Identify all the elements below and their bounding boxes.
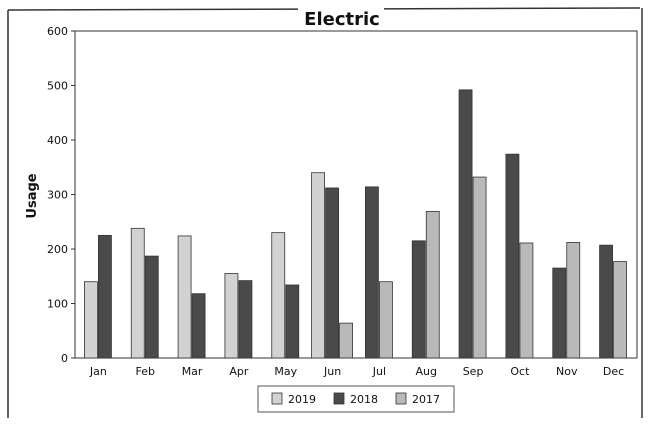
bar-2018-mar [191,293,206,359]
x-tick-label: Aug [416,365,437,378]
y-tick-label: 200 [47,243,68,256]
legend-swatch-2019 [271,392,283,405]
x-tick-label: Feb [136,365,155,378]
legend-label-2017: 2017 [412,393,440,406]
x-axis-ticks: Jan Feb Mar Apr May Jun Jul Aug Sep Oct Nov Dec [89,365,624,378]
x-tick-label: Jan [89,365,107,378]
y-tick-label: 500 [47,80,68,93]
y-axis-label: Usage [25,173,40,218]
y-axis-ticks: 0 100 200 300 400 500 600 [47,25,75,365]
x-tick-label: Oct [510,365,530,378]
bar-2018-dec [599,244,613,359]
bar-2017-oct [519,242,534,359]
bar-2019-apr [224,273,239,359]
bar-2017-nov [566,242,581,359]
bar-2019-may [271,232,286,359]
bar-2019-mar [177,235,192,359]
bar-2018-apr [238,280,253,359]
y-tick-label: 400 [47,134,68,147]
bar-2018-jan [98,234,112,359]
bar-2018-oct [505,153,520,359]
x-tick-label: Nov [556,365,578,378]
legend: 2019 2018 2017 [257,385,455,413]
x-tick-label: Apr [229,365,249,378]
x-tick-label: May [274,365,297,378]
x-tick-label: Dec [603,365,624,378]
bar-2017-jul [379,281,393,359]
bar-2018-may [285,284,300,359]
y-tick-label: 600 [47,25,68,38]
y-tick-label: 0 [61,352,68,365]
bar-2017-sep [472,176,487,359]
legend-label-2019: 2019 [288,393,316,406]
bar-2018-jun [325,187,339,359]
title-background [298,7,384,29]
bar-2017-aug [425,210,440,359]
bar-2018-feb [144,255,159,359]
bar-2018-jul [365,186,379,359]
x-tick-label: Jul [372,365,386,378]
bar-2018-nov [552,267,567,359]
x-tick-label: Jun [323,365,341,378]
bar-2017-dec [613,261,627,359]
x-tick-label: Mar [182,365,203,378]
bar-2019-feb [130,227,145,359]
bar-2017-jun [339,322,353,359]
x-tick-label: Sep [463,365,484,378]
y-tick-label: 100 [47,298,68,311]
bar-2019-jun [311,172,325,359]
legend-label-2018: 2018 [350,393,378,406]
bar-2018-sep [458,89,473,359]
chart-title: Electric [304,9,380,30]
legend-box [257,385,455,413]
bar-2019-jan [84,281,98,359]
bar-2018-aug [411,240,426,359]
bars [84,89,627,359]
legend-swatch-2018 [333,392,345,405]
legend-swatch-2017 [395,392,407,405]
y-tick-label: 300 [47,189,68,202]
